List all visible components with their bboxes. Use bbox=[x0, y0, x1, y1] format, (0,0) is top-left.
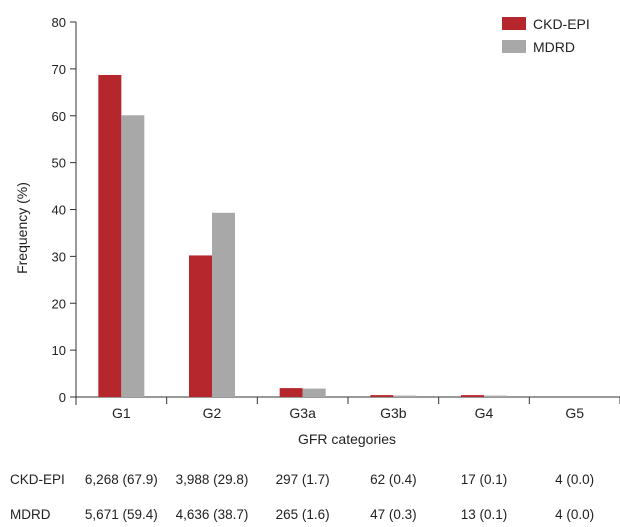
table-cell: 62 (0.4) bbox=[370, 472, 417, 487]
bar-ckd-epi-g4 bbox=[461, 395, 484, 397]
bar-ckd-epi-g3b bbox=[370, 395, 394, 397]
table-cell: 297 (1.7) bbox=[275, 472, 330, 487]
y-tick-label: 60 bbox=[52, 109, 66, 124]
x-tick-label: G2 bbox=[203, 405, 222, 421]
bar-mdrd-g4 bbox=[484, 395, 507, 397]
table-row: CKD-EPI 6,268 (67.9) 3,988 (29.8) 297 (1.7)… bbox=[0, 472, 620, 492]
x-ticks: G1 G2 G3a G3b G4 G5 bbox=[112, 397, 620, 421]
table-cell: 4,636 (38.7) bbox=[175, 507, 249, 522]
table-row-label: CKD-EPI bbox=[10, 472, 65, 487]
table-cell: 265 (1.6) bbox=[275, 507, 330, 522]
bar-chart: 0 10 20 30 40 50 60 70 80 G1 G2 G3a G3b G4 G5 Frequen… bbox=[14, 15, 620, 447]
legend-swatch-mdrd bbox=[502, 40, 526, 53]
y-tick-label: 20 bbox=[52, 296, 66, 311]
y-tick-label: 30 bbox=[52, 249, 66, 264]
y-axis-label: Frequency (%) bbox=[14, 182, 30, 274]
table-cell: 5,671 (59.4) bbox=[84, 507, 158, 522]
bar-mdrd-g3b bbox=[393, 395, 417, 397]
table-cell: 6,268 (67.9) bbox=[84, 472, 158, 487]
table-cell: 4 (0.0) bbox=[555, 507, 595, 522]
x-tick-label: G1 bbox=[112, 405, 131, 421]
bar-ckd-epi-g1 bbox=[98, 74, 122, 397]
bar-ckd-epi-g3a bbox=[279, 388, 303, 397]
x-tick-label: G3b bbox=[380, 405, 407, 421]
y-tick-label: 0 bbox=[59, 390, 66, 405]
y-tick-label: 50 bbox=[52, 156, 66, 171]
legend-label-mdrd: MDRD bbox=[533, 39, 575, 55]
legend-swatch-ckd-epi bbox=[502, 17, 526, 30]
table-row-label: MDRD bbox=[10, 507, 51, 522]
table-cell: 13 (0.1) bbox=[460, 507, 508, 522]
table-cell: 4 (0.0) bbox=[555, 472, 595, 487]
bar-mdrd-g1 bbox=[121, 115, 145, 397]
x-axis-label: GFR categories bbox=[298, 431, 396, 447]
bar-mdrd-g3a bbox=[302, 388, 326, 397]
y-tick-label: 40 bbox=[52, 203, 66, 218]
bars bbox=[98, 74, 507, 397]
y-tick-label: 10 bbox=[52, 343, 66, 358]
table-cell: 47 (0.3) bbox=[370, 507, 417, 522]
legend: CKD-EPI MDRD bbox=[502, 16, 590, 55]
axes bbox=[75, 22, 620, 405]
bar-ckd-epi-g2 bbox=[189, 255, 212, 397]
y-tick-label: 70 bbox=[52, 62, 66, 77]
bar-mdrd-g2 bbox=[212, 212, 235, 397]
table-row: MDRD 5,671 (59.4) 4,636 (38.7) 265 (1.6) 47 … bbox=[0, 507, 620, 527]
y-tick-label: 80 bbox=[52, 15, 66, 30]
table-cell: 3,988 (29.8) bbox=[175, 472, 249, 487]
legend-label-ckd-epi: CKD-EPI bbox=[533, 16, 590, 32]
x-tick-label: G5 bbox=[565, 405, 584, 421]
y-ticks: 0 10 20 30 40 50 60 70 80 bbox=[52, 15, 76, 405]
x-tick-label: G4 bbox=[475, 405, 494, 421]
x-tick-label: G3a bbox=[289, 405, 316, 421]
table-cell: 17 (0.1) bbox=[460, 472, 508, 487]
